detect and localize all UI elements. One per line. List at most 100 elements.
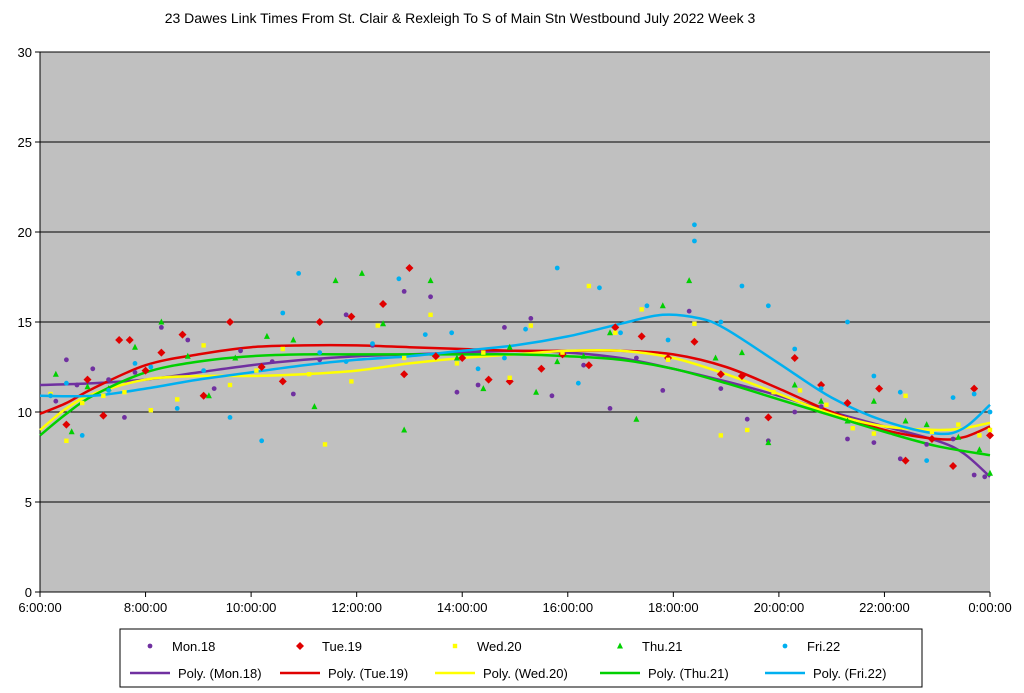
data-point-thu-21 [132, 343, 138, 350]
legend: Mon.18 Poly. (Mon.18) Tue.19 Poly. (Tue.19)… [130, 639, 886, 681]
y-tick-label: 30 [18, 45, 32, 60]
data-point-mon-18 [528, 316, 534, 321]
data-point-tue-19 [83, 375, 92, 384]
data-point-fri-22 [739, 283, 745, 289]
data-point-fri-22 [871, 373, 877, 379]
data-point-thu-21 [712, 354, 719, 361]
data-point-fri-22 [618, 330, 623, 336]
data-point-mon-18 [454, 389, 460, 395]
data-point-tue-19 [716, 370, 725, 379]
data-point-thu-21 [158, 318, 165, 325]
data-point-fri-22 [370, 341, 375, 346]
data-point-mon-18 [53, 398, 59, 404]
data-point-fri-22 [396, 276, 402, 282]
data-point-tue-19 [379, 300, 388, 308]
data-point-wed-20 [101, 393, 106, 398]
data-point-wed-20 [64, 438, 69, 443]
data-point-fri-22 [296, 271, 302, 276]
data-point-tue-19 [226, 318, 234, 326]
y-tick-label: 10 [18, 405, 32, 420]
data-point-fri-22 [148, 364, 154, 370]
data-point-tue-19 [970, 384, 979, 393]
legend-trend-label-fri-22: Poly. (Fri.22) [813, 666, 886, 681]
data-point-thu-21 [686, 277, 693, 284]
data-point-mon-18 [897, 456, 903, 462]
data-point-fri-22 [475, 366, 481, 372]
data-point-wed-20 [122, 390, 127, 395]
x-tick-label: 18:00:00 [648, 600, 699, 615]
data-point-wed-20 [481, 350, 486, 355]
data-point-fri-22 [692, 222, 697, 228]
data-point-wed-20 [322, 442, 328, 447]
data-point-thu-21 [738, 349, 745, 356]
data-point-mon-18 [122, 415, 127, 420]
legend-trend-label-mon-18: Poly. (Mon.18) [178, 666, 262, 681]
data-point-tue-19 [690, 337, 699, 346]
trend-lines [39, 313, 991, 478]
data-point-mon-18 [924, 442, 930, 447]
x-tick-label: 22:00:00 [859, 600, 910, 615]
data-point-fri-22 [280, 310, 286, 316]
data-point-thu-21 [401, 426, 408, 433]
data-point-fri-22 [597, 285, 602, 291]
data-point-wed-20 [375, 323, 380, 328]
data-point-thu-21 [232, 354, 239, 361]
data-point-wed-20 [903, 393, 908, 398]
data-point-thu-21 [580, 352, 587, 359]
data-point-fri-22 [554, 265, 560, 271]
data-point-mon-18 [971, 472, 977, 478]
legend-label-wed-20: Wed.20 [477, 639, 522, 654]
data-point-thu-21 [844, 417, 851, 424]
data-point-wed-20 [401, 355, 407, 361]
data-point-wed-20 [871, 431, 877, 436]
data-point-mon-18 [792, 409, 798, 415]
data-point-mon-18 [744, 416, 750, 422]
data-point-thu-21 [52, 370, 59, 377]
data-point-tue-19 [986, 431, 994, 440]
data-point-tue-19 [843, 399, 852, 407]
data-point-mon-18 [502, 325, 507, 330]
data-point-thu-21 [633, 415, 640, 422]
y-tick-labels: 0 5 10 15 20 25 30 [18, 45, 40, 600]
data-point-wed-20 [929, 429, 935, 434]
data-point-tue-19 [484, 375, 493, 384]
data-point-tue-19 [62, 420, 71, 429]
data-point-thu-21 [480, 385, 487, 392]
data-point-thu-21 [955, 433, 962, 440]
legend-marker-wed-20 [452, 643, 458, 649]
x-tick-label: 10:00:00 [226, 600, 277, 615]
data-point-thu-21 [84, 383, 91, 390]
data-point-fri-22 [343, 359, 349, 364]
data-point-thu-21 [263, 332, 270, 339]
data-point-mon-18 [74, 382, 80, 388]
chart-title: 23 Dawes Link Times From St. Clair & Rex… [164, 10, 756, 26]
data-point-wed-20 [987, 427, 993, 433]
data-point-tue-19 [949, 462, 958, 470]
data-point-wed-20 [586, 283, 592, 289]
data-point-tue-19 [611, 323, 620, 332]
data-point-fri-22 [79, 433, 85, 438]
y-tick-label: 5 [25, 495, 32, 510]
data-point-wed-20 [956, 422, 961, 427]
data-point-thu-21 [976, 446, 983, 453]
data-point-tue-19 [637, 332, 646, 341]
legend-marker-thu-21 [617, 642, 623, 649]
data-point-wed-20 [148, 408, 154, 413]
data-point-wed-20 [613, 330, 618, 335]
data-point-fri-22 [523, 326, 528, 332]
data-point-mon-18 [633, 355, 639, 361]
data-point-tue-19 [901, 456, 910, 465]
data-points [48, 222, 994, 480]
data-point-wed-20 [560, 350, 565, 355]
data-point-tue-19 [817, 381, 826, 389]
data-point-tue-19 [537, 364, 546, 373]
data-point-mon-18 [185, 337, 191, 343]
data-point-thu-21 [332, 277, 339, 284]
data-point-mon-18 [475, 382, 481, 388]
data-point-mon-18 [818, 404, 824, 409]
data-point-mon-18 [269, 359, 275, 364]
y-tick-label: 0 [25, 585, 32, 600]
data-point-wed-20 [665, 357, 671, 362]
data-point-tue-19 [737, 372, 746, 380]
